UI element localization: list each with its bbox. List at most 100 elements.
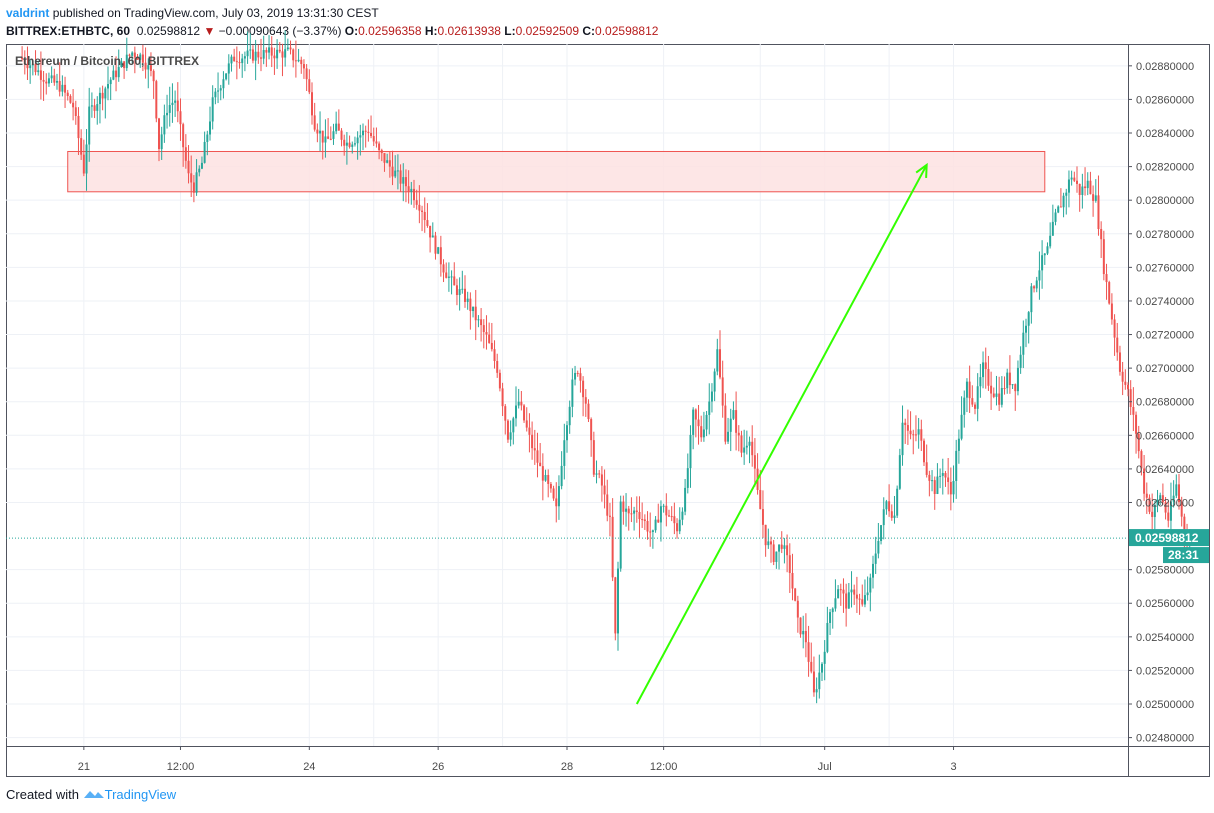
candle-body: [614, 577, 617, 634]
candle-body: [668, 515, 670, 517]
candle-body: [1057, 206, 1060, 213]
candle-body: [418, 204, 421, 211]
candle-body: [426, 220, 429, 226]
candle-body: [944, 473, 947, 478]
price-tick-label: 0.02580000: [1136, 565, 1194, 577]
candle-body: [933, 480, 936, 494]
candle-body: [85, 144, 88, 174]
candle-body: [888, 501, 891, 512]
candle-body: [90, 105, 93, 107]
price-axis[interactable]: 0.02880000 0.02860000 0.02840000 0.02820000…: [1128, 61, 1194, 745]
candle-body: [192, 182, 195, 193]
candle-body: [455, 285, 458, 296]
change-value: −0.00090643 (−3.37%): [218, 24, 342, 38]
candle-body: [670, 516, 673, 518]
candle-body: [941, 473, 944, 476]
candle-body: [837, 589, 840, 599]
candle-body: [700, 426, 703, 438]
candle-body: [61, 84, 64, 92]
candle-body: [783, 545, 786, 549]
candle-body: [133, 52, 136, 58]
candle-body: [1161, 495, 1164, 503]
candle-body: [925, 462, 928, 475]
candle-body: [88, 106, 91, 145]
candle-body: [104, 88, 107, 99]
candle-body: [829, 612, 832, 623]
candle-body: [931, 480, 934, 482]
author-link[interactable]: valdrint: [6, 6, 50, 20]
candle-body: [606, 494, 609, 516]
candle-body: [402, 177, 405, 184]
candle-body: [163, 115, 166, 135]
candle-body: [786, 545, 789, 556]
candle-body: [574, 372, 577, 380]
candle-body: [1027, 312, 1030, 326]
candle-body: [743, 447, 746, 453]
candle-body: [625, 508, 628, 512]
grid-lines: [6, 44, 1128, 746]
candle-body: [50, 75, 53, 79]
candle-body: [995, 393, 998, 397]
candle-body: [912, 434, 915, 436]
candle-body: [174, 100, 177, 103]
candle-body: [643, 519, 646, 521]
candle-body: [1070, 177, 1073, 180]
candle-body: [1033, 286, 1036, 289]
price-tick-label: 0.02700000: [1136, 363, 1194, 375]
candle-body: [158, 118, 160, 150]
candle-body: [37, 70, 40, 73]
candle-body: [834, 598, 837, 609]
price-tick-label: 0.02500000: [1136, 699, 1194, 711]
candle-body: [115, 70, 118, 78]
candle-body: [608, 515, 611, 517]
candle-body: [710, 391, 713, 402]
price-tick-label: 0.02740000: [1136, 296, 1194, 308]
candle-body: [66, 92, 69, 97]
candle-body: [1169, 501, 1172, 521]
candle-body: [544, 474, 547, 481]
candle-body: [555, 498, 558, 507]
candle-body: [694, 409, 697, 420]
candle-body: [659, 506, 662, 523]
candlestick-series: [21, 30, 1191, 704]
candle-body: [874, 553, 877, 564]
candle-body: [1148, 497, 1151, 512]
candle-body: [794, 588, 797, 601]
candle-body: [898, 455, 901, 489]
candle-body: [759, 489, 762, 510]
candle-body: [82, 154, 85, 174]
candle-body: [984, 362, 987, 370]
candle-body: [359, 135, 362, 138]
resistance-zone-box: [67, 150, 1046, 193]
candle-body: [528, 427, 531, 435]
candle-body: [764, 524, 767, 546]
candle-body: [928, 474, 931, 481]
candle-body: [815, 689, 818, 693]
candle-body: [761, 509, 764, 525]
candle-body: [831, 608, 834, 613]
candle-body: [423, 211, 426, 221]
candle-body: [375, 141, 378, 144]
tradingview-brand-link[interactable]: TradingView: [104, 787, 177, 802]
open-value: 0.02596358: [358, 24, 422, 38]
price-tick-label: 0.02640000: [1136, 464, 1194, 476]
candle-body: [778, 544, 781, 552]
candle-body: [1140, 451, 1143, 469]
candle-body: [230, 56, 233, 64]
candle-body: [906, 425, 909, 431]
candle-body: [560, 465, 563, 487]
candle-body: [203, 141, 206, 163]
time-axis[interactable]: 21 12:00 24 26 28 12:00 Jul 3: [78, 746, 957, 773]
candle-body: [394, 170, 397, 177]
candle-body: [877, 540, 880, 554]
candle-body: [217, 90, 220, 92]
candle-body: [1084, 186, 1087, 189]
candle-body: [294, 60, 297, 62]
candle-body: [716, 349, 719, 372]
candle-body: [791, 572, 794, 589]
time-tick-label: Jul: [818, 761, 832, 773]
candle-body: [195, 172, 198, 193]
candle-body: [431, 235, 434, 238]
candle-body: [297, 59, 300, 62]
